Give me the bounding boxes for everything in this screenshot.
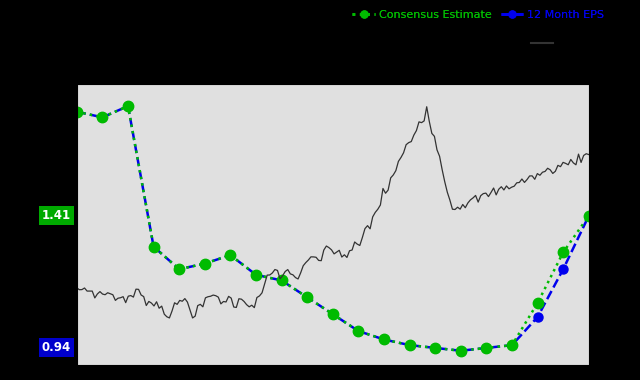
Text: 1.41: 1.41 <box>42 209 71 222</box>
Text: 0.94: 0.94 <box>42 341 71 355</box>
Legend: Price ($): Price ($) <box>527 34 609 53</box>
Legend: Consensus Estimate, 12 Month EPS: Consensus Estimate, 12 Month EPS <box>348 6 609 24</box>
